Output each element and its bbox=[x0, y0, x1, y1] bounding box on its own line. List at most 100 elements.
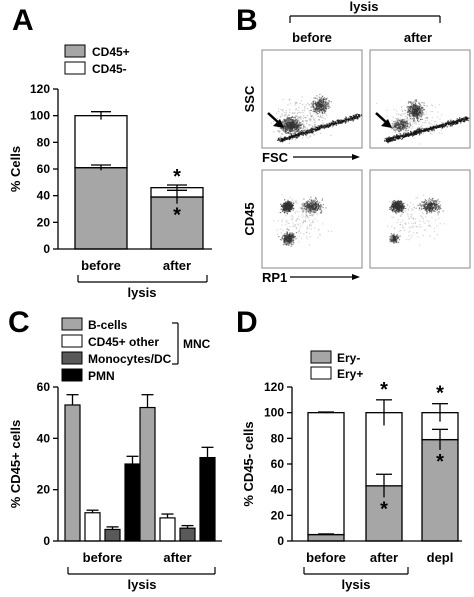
y-tick-label: 100 bbox=[30, 109, 50, 123]
group-label: lysis bbox=[128, 577, 157, 592]
panel-b-flow-plots: lysis before after SSC FSC CD45 RP1 bbox=[242, 0, 471, 285]
y-tick-label: 0 bbox=[43, 242, 50, 256]
legend-swatch bbox=[61, 334, 83, 348]
legend-swatch bbox=[310, 350, 332, 364]
y-tick-label: 20 bbox=[37, 215, 51, 229]
y-tick-label: 40 bbox=[37, 431, 51, 445]
panel-a-chart: 0 20 40 60 80 100 120 % Cells CD45+ CD45- before * *… bbox=[8, 44, 212, 300]
dot-cluster bbox=[300, 196, 327, 217]
bar-segment bbox=[307, 412, 345, 536]
dot-cluster bbox=[417, 197, 444, 215]
bar-segment bbox=[74, 115, 128, 169]
y-axis-label: % CD45+ cells bbox=[8, 420, 23, 509]
legend-label: CD45- bbox=[92, 62, 127, 76]
panel-b-ylabel-cd45: CD45 bbox=[242, 202, 257, 235]
legend-label: PMN bbox=[88, 369, 115, 383]
panel-b-ylabel-ssc: SSC bbox=[242, 85, 257, 112]
dot-cluster bbox=[384, 116, 470, 144]
bar bbox=[64, 404, 81, 542]
y-tick-label: 120 bbox=[264, 380, 284, 394]
significance-marker: * bbox=[436, 451, 444, 473]
y-tick-label: 60 bbox=[37, 162, 51, 176]
legend-swatch bbox=[310, 366, 332, 380]
panel-b-xlabel-rp1: RP1 bbox=[262, 270, 287, 285]
y-tick-label: 20 bbox=[37, 483, 51, 497]
y-tick-label: 40 bbox=[37, 189, 51, 203]
significance-marker: * bbox=[173, 166, 181, 188]
dot-cluster bbox=[277, 114, 305, 137]
panel-b-group-label: lysis bbox=[350, 0, 379, 14]
legend-label: B-cells bbox=[88, 318, 128, 332]
significance-marker: * bbox=[173, 205, 181, 227]
legend-swatch bbox=[61, 351, 83, 365]
panel-c-chart: 0 20 40 60 % CD45+ cells B-cells CD45+ other Mo… bbox=[8, 317, 222, 592]
arrow-icon bbox=[267, 112, 284, 128]
dot-cluster bbox=[278, 228, 298, 247]
panel-letter-b: B bbox=[236, 4, 258, 37]
panel-b-column-before: before bbox=[292, 30, 332, 45]
dot-cluster bbox=[276, 113, 363, 143]
dot-cluster bbox=[389, 233, 401, 244]
dot-plot-frame bbox=[261, 169, 363, 269]
bar bbox=[199, 456, 216, 542]
y-tick-label: 60 bbox=[271, 457, 285, 471]
panel-letter-d: D bbox=[236, 306, 258, 339]
dot-cluster bbox=[387, 194, 445, 246]
y-axis-label: % Cells bbox=[8, 146, 23, 192]
x-tick-label: after bbox=[163, 258, 191, 273]
y-tick-label: 80 bbox=[271, 431, 285, 445]
y-tick-label: 40 bbox=[271, 483, 285, 497]
panel-d-chart: 0 20 40 60 80 100 120 % CD45- cells Ery- Ery+ befo… bbox=[241, 350, 462, 592]
x-tick-label: after bbox=[370, 550, 398, 565]
arrow-icon bbox=[375, 112, 392, 128]
x-tick-label: after bbox=[163, 550, 191, 565]
y-tick-label: 120 bbox=[30, 82, 50, 96]
y-tick-label: 100 bbox=[264, 406, 284, 420]
dot-cluster bbox=[310, 93, 332, 117]
x-tick-label: before bbox=[306, 550, 346, 565]
dot-cluster bbox=[404, 99, 425, 123]
legend-label: CD45+ other bbox=[88, 335, 159, 349]
legend-group-label: MNC bbox=[183, 337, 211, 351]
legend-swatch bbox=[64, 44, 86, 58]
y-tick-label: 80 bbox=[37, 135, 51, 149]
significance-marker: * bbox=[436, 383, 444, 405]
bar bbox=[159, 517, 176, 542]
x-tick-label: depl bbox=[427, 550, 454, 565]
legend-label: Ery+ bbox=[337, 367, 363, 381]
legend-swatch bbox=[64, 61, 86, 75]
legend-swatch bbox=[61, 368, 83, 382]
panel-b-column-after: after bbox=[404, 30, 432, 45]
y-tick-label: 0 bbox=[277, 534, 284, 548]
bar bbox=[104, 528, 121, 542]
dot-cluster bbox=[272, 194, 333, 246]
significance-marker: * bbox=[380, 498, 388, 520]
panel-b-xlabel-fsc: FSC bbox=[262, 150, 289, 165]
y-tick-label: 20 bbox=[271, 508, 285, 522]
dot-cluster bbox=[389, 199, 407, 214]
y-tick-label: 60 bbox=[37, 380, 51, 394]
panel-letter-c: C bbox=[8, 306, 30, 339]
group-label: lysis bbox=[342, 577, 371, 592]
bar bbox=[179, 527, 196, 542]
dot-cluster bbox=[280, 199, 295, 214]
group-label: lysis bbox=[128, 285, 157, 300]
bar-segment bbox=[307, 533, 345, 542]
bar bbox=[84, 512, 101, 542]
x-tick-label: before bbox=[81, 258, 121, 273]
bar-segment bbox=[150, 196, 204, 250]
legend-label: Monocytes/DC bbox=[88, 352, 172, 366]
panel-letter-a: A bbox=[12, 4, 34, 37]
legend-label: Ery- bbox=[337, 351, 360, 365]
dot-plot-frame bbox=[369, 169, 471, 269]
bar-segment bbox=[74, 167, 128, 250]
bar bbox=[124, 463, 141, 542]
bar bbox=[139, 406, 156, 542]
legend-label: CD45+ bbox=[92, 45, 130, 59]
y-tick-label: 0 bbox=[43, 534, 50, 548]
significance-marker: * bbox=[380, 379, 388, 401]
y-axis-label: % CD45- cells bbox=[241, 421, 256, 506]
legend-swatch bbox=[61, 317, 83, 331]
x-tick-label: before bbox=[83, 550, 123, 565]
